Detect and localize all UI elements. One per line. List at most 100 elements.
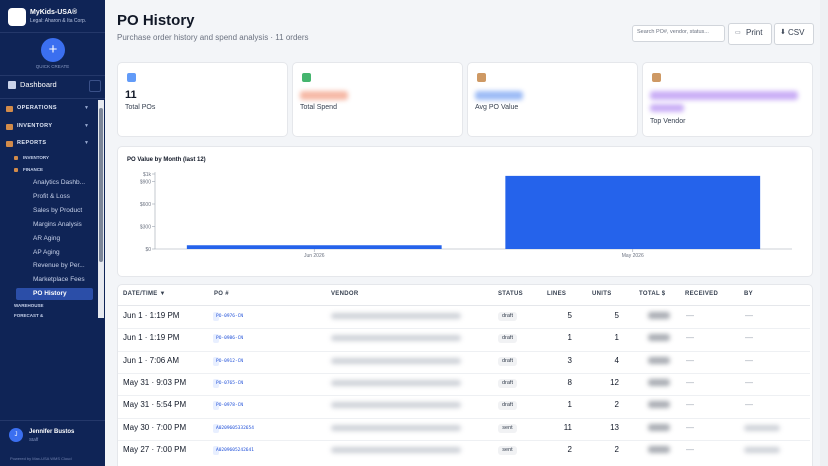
stat-icon — [127, 73, 136, 82]
nav-subsection[interactable]: FORECAST & — [14, 313, 44, 318]
date-cell[interactable]: Jun 1 · 1:19 PM — [123, 333, 180, 343]
date-cell[interactable]: May 30 · 7:00 PM — [123, 422, 187, 432]
vendor-redacted — [331, 357, 461, 364]
csv-button[interactable] — [774, 23, 814, 45]
quick-create-button[interactable]: + — [41, 38, 65, 62]
stat-value-redacted — [475, 91, 523, 100]
status: draft — [501, 402, 513, 409]
chevron: ▼ — [84, 105, 89, 111]
nav-icon — [6, 124, 13, 130]
column-header[interactable]: VENDOR — [331, 291, 359, 297]
nav-item[interactable]: AR Aging — [33, 234, 61, 242]
nav-section[interactable]: OPERATIONS — [17, 105, 57, 111]
stat-value-redacted — [650, 91, 798, 100]
units: 2 — [614, 400, 619, 410]
nav-subsection[interactable]: INVENTORY — [23, 155, 50, 160]
stat-icon — [302, 73, 311, 82]
vendor-redacted — [331, 313, 461, 319]
nav-subsection[interactable]: FINANCE — [23, 167, 43, 172]
divider — [0, 98, 105, 99]
column-header[interactable]: TOTAL $ — [639, 291, 666, 297]
nav-item[interactable]: Revenue by Per... — [33, 262, 85, 270]
po-number[interactable]: PO-0986-CN — [216, 336, 244, 342]
nav-item[interactable]: PO History — [33, 290, 67, 298]
nav-section[interactable]: INVENTORY — [17, 123, 53, 129]
print-button[interactable] — [728, 23, 772, 45]
chevron: ▼ — [84, 140, 89, 146]
column-header[interactable]: BY — [744, 291, 753, 297]
column-header[interactable]: DATE/TIME ▼ — [123, 291, 166, 297]
lines: 2 — [567, 444, 572, 454]
po-number[interactable]: A0209605332654 — [216, 425, 254, 431]
vendor-redacted — [331, 379, 461, 386]
csv-label: CSV — [788, 28, 805, 37]
po-number[interactable]: PO-0976-CN — [216, 314, 244, 319]
nav-item[interactable]: Margins Analysis — [33, 220, 82, 228]
po-badge — [213, 445, 219, 455]
date-cell[interactable]: Jun 1 · 1:19 PM — [123, 311, 180, 320]
column-header[interactable]: UNITS — [592, 291, 612, 297]
nav-item[interactable]: Analytics Dashb... — [33, 179, 86, 186]
nav-item[interactable]: Sales by Product — [33, 206, 83, 214]
vendor-redacted — [331, 424, 461, 431]
search-box[interactable] — [632, 25, 725, 42]
po-badge — [213, 378, 219, 388]
status-badge — [498, 423, 517, 433]
scrollbar — [820, 0, 828, 466]
received: — — [686, 311, 694, 320]
lines: 3 — [567, 355, 572, 365]
lines: 11 — [563, 422, 572, 432]
user-role: Staff — [29, 437, 39, 442]
nav-subsection[interactable]: WAREHOUSE — [14, 303, 44, 308]
stat-label: Total Spend — [300, 104, 337, 111]
date-cell[interactable]: May 27 · 7:00 PM — [123, 444, 187, 454]
nav-dashboard[interactable]: Dashboard — [20, 80, 57, 89]
user-name: Jennifer Bustos — [29, 429, 75, 435]
column-header[interactable]: PO # — [214, 291, 229, 297]
status-badge — [498, 445, 517, 455]
page-subtitle: Purchase order history and spend analysi… — [117, 33, 309, 42]
date-cell[interactable]: May 31 · 5:54 PM — [123, 400, 187, 410]
stat-label: Top Vendor — [650, 118, 686, 125]
chevron: ▼ — [84, 123, 89, 129]
scroll-thumb — [99, 108, 103, 262]
print-icon: ▭ — [735, 30, 741, 36]
divider — [0, 32, 105, 33]
active-item — [16, 288, 93, 301]
status-badge — [498, 401, 517, 411]
dashboard-icon — [8, 81, 16, 89]
chart-title: PO Value by Month (last 12) — [127, 157, 206, 163]
received: — — [686, 444, 694, 454]
nav-section[interactable]: REPORTS — [17, 140, 47, 146]
by-redacted — [744, 446, 780, 453]
footer: Powered by Max-USA WMS Cloud — [10, 456, 72, 461]
column-header[interactable]: LINES — [547, 291, 567, 297]
po-number[interactable]: PO-0912-CN — [216, 358, 244, 364]
nav-icon — [6, 106, 13, 112]
nav-item[interactable]: Marketplace Fees — [33, 276, 85, 284]
units: 1 — [614, 333, 619, 343]
po-badge — [213, 356, 219, 366]
date-cell[interactable]: Jun 1 · 7:06 AM — [123, 355, 180, 365]
vendor-redacted — [331, 402, 461, 409]
po-badge — [213, 423, 219, 433]
po-number[interactable]: PO-0765-CN — [216, 380, 244, 386]
row-divider — [118, 417, 810, 419]
column-header[interactable]: RECEIVED — [685, 291, 719, 297]
row-divider — [118, 439, 810, 441]
stat-value-redacted — [300, 91, 348, 100]
received: — — [686, 400, 694, 410]
po-badge — [213, 312, 219, 321]
legal: Legal: Aharon & Ita Corp. — [30, 18, 87, 24]
column-header[interactable]: STATUS — [498, 291, 523, 297]
nav-item[interactable]: AP Aging — [33, 248, 60, 256]
total-redacted — [648, 423, 670, 431]
nav-item[interactable]: Profit & Loss — [33, 192, 70, 200]
po-number[interactable]: PO-0978-CN — [216, 403, 244, 409]
nav-icon — [6, 141, 13, 147]
row-divider — [118, 328, 810, 330]
row-divider — [118, 350, 810, 352]
collapse-button[interactable] — [89, 80, 101, 92]
date-cell[interactable]: May 31 · 9:03 PM — [123, 377, 187, 387]
po-number[interactable]: A0209605242641 — [216, 447, 254, 453]
